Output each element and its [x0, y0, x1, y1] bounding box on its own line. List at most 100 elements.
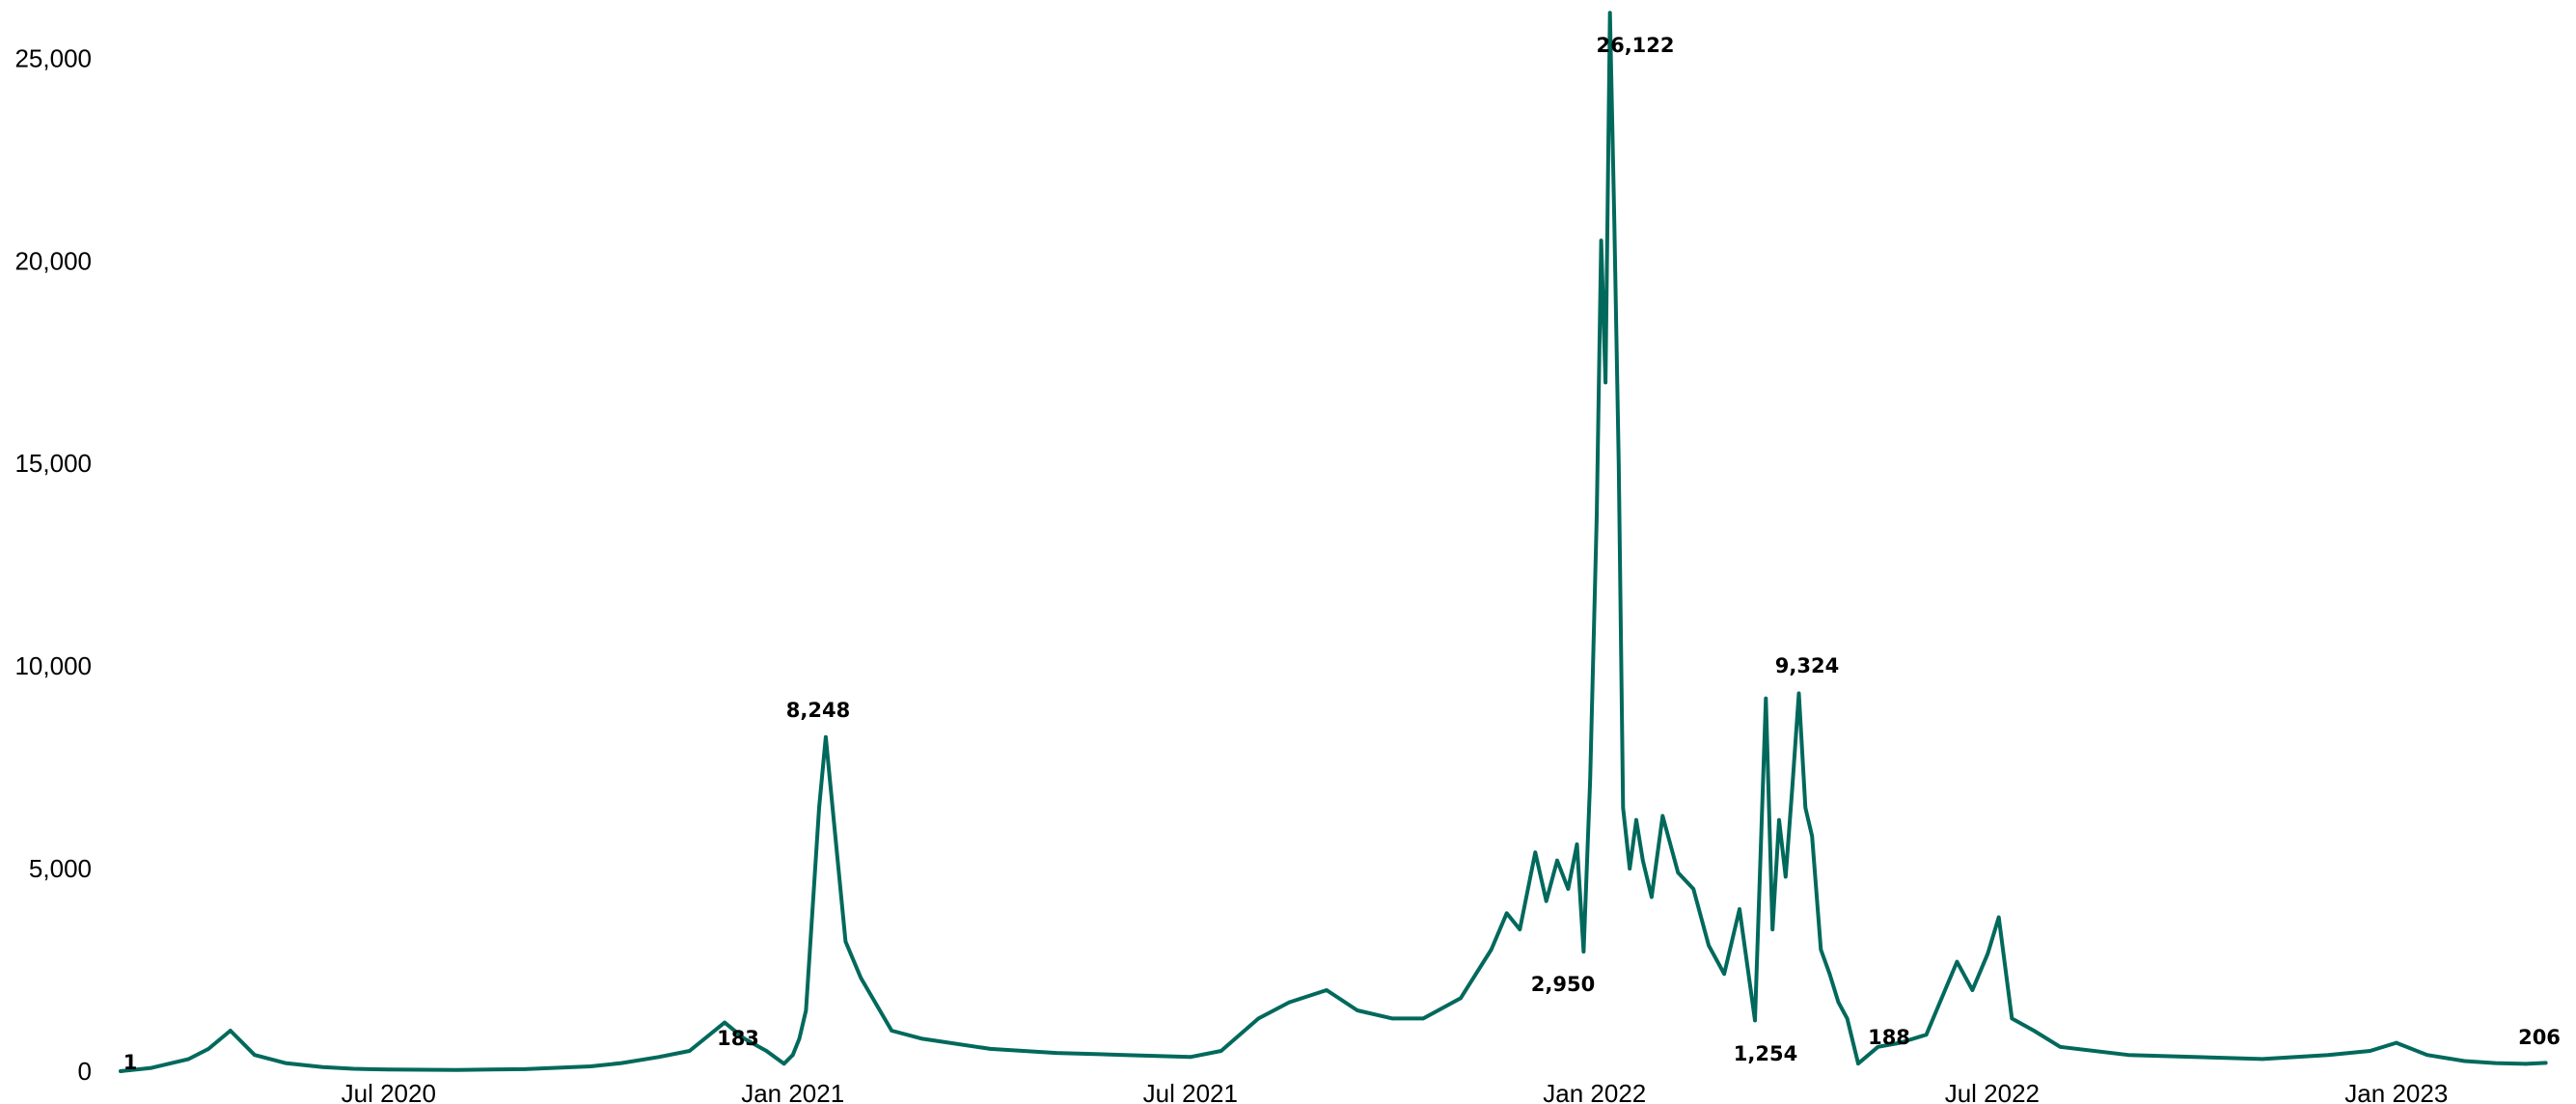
x-tick-label: Jul 2022 — [1945, 1079, 2040, 1104]
data-point — [824, 734, 828, 739]
data-point — [1628, 867, 1631, 870]
data-point — [1189, 1055, 1192, 1060]
data-point — [1595, 514, 1599, 518]
y-tick-label: 10,000 — [14, 651, 92, 680]
data-label: 183 — [717, 1027, 759, 1050]
data-point — [1856, 1062, 1860, 1065]
data-point — [804, 1008, 808, 1012]
data-point — [2058, 1045, 2063, 1049]
data-point — [1836, 1000, 1841, 1005]
data-point — [687, 1049, 692, 1053]
data-point — [2462, 1059, 2467, 1063]
data-point — [1955, 959, 1959, 964]
data-point — [920, 1036, 924, 1041]
data-point — [1612, 218, 1616, 223]
x-axis: Jul 2020 Jan 2021 Jul 2021 Jan 2022 Jul 2022… — [342, 1079, 2449, 1104]
data-point — [1256, 1016, 1261, 1021]
data-point — [742, 1036, 747, 1041]
data-point — [1722, 972, 1726, 976]
data-point — [1738, 907, 1741, 911]
data-point — [2261, 1057, 2264, 1062]
data-point — [1621, 806, 1626, 810]
data-point — [1986, 952, 1990, 955]
data-point — [810, 907, 814, 911]
data-point — [2368, 1049, 2372, 1053]
x-tick-label: Jul 2020 — [342, 1079, 436, 1104]
data-point — [1588, 777, 1592, 782]
data-point — [2032, 1029, 2036, 1033]
data-point — [1055, 1051, 1058, 1055]
y-tick-label: 15,000 — [14, 449, 92, 478]
data-point — [320, 1065, 325, 1069]
data-point — [1287, 1000, 1292, 1005]
data-label: 188 — [1868, 1026, 1910, 1049]
x-tick-label: Jan 2021 — [741, 1079, 844, 1104]
data-point — [1845, 1016, 1850, 1021]
data-point — [1810, 834, 1814, 839]
data-point — [1784, 874, 1788, 879]
data-point — [1650, 895, 1654, 899]
data-point — [1641, 858, 1645, 863]
data-point — [1796, 691, 1801, 696]
data-point — [817, 806, 821, 810]
data-point — [781, 1062, 786, 1066]
data-point — [523, 1067, 527, 1071]
data-point — [2192, 1055, 2197, 1060]
data-point — [206, 1047, 210, 1051]
data-point — [1607, 11, 1612, 15]
data-point — [1325, 988, 1329, 992]
data-point — [2010, 1016, 2014, 1021]
data-point — [1518, 927, 1522, 931]
data-point — [1803, 806, 1808, 810]
data-point — [1898, 1040, 1902, 1045]
data-point — [1566, 887, 1571, 891]
data-point — [1421, 1016, 1425, 1021]
data-point — [229, 1029, 233, 1033]
data-point — [1581, 950, 1586, 953]
data-point — [790, 1053, 795, 1057]
data-point — [1777, 817, 1781, 822]
data-point — [284, 1061, 288, 1065]
data-label: 9,324 — [1775, 654, 1839, 677]
data-point — [2524, 1062, 2528, 1066]
data-point — [387, 1067, 391, 1072]
data-point — [2395, 1040, 2398, 1045]
data-point — [2543, 1061, 2548, 1065]
data-point — [454, 1067, 459, 1072]
data-point — [1764, 696, 1768, 701]
data-point — [1459, 996, 1463, 1001]
data-point — [2493, 1061, 2497, 1065]
data-label: 2,950 — [1531, 973, 1595, 996]
data-point — [1390, 1016, 1395, 1021]
data-point — [1770, 927, 1774, 931]
data-point — [1603, 380, 1607, 385]
data-point — [589, 1064, 592, 1068]
x-tick-label: Jan 2022 — [1543, 1079, 1646, 1104]
data-point — [1219, 1049, 1223, 1053]
data-point — [2326, 1053, 2330, 1057]
data-point — [351, 1066, 356, 1071]
data-point — [1122, 1053, 1127, 1057]
data-point — [764, 1049, 769, 1053]
y-tick-label: 0 — [78, 1057, 92, 1086]
data-point — [797, 1036, 802, 1041]
data-point — [1939, 996, 1944, 1001]
data-point — [657, 1055, 661, 1060]
data-point — [1876, 1045, 1880, 1049]
series-line — [119, 11, 2548, 1073]
x-tick-label: Jan 2023 — [2344, 1079, 2448, 1104]
data-point — [723, 1020, 726, 1025]
data-point — [1504, 911, 1509, 916]
data-point — [1691, 887, 1695, 891]
data-point — [859, 976, 863, 980]
data-point — [1707, 944, 1711, 948]
data-point — [1996, 915, 2001, 920]
data-point — [1617, 461, 1621, 466]
data-point — [119, 1069, 123, 1073]
data-label: 1 — [123, 1051, 138, 1074]
data-point — [186, 1057, 191, 1062]
data-point — [1970, 988, 1975, 992]
data-point — [1555, 858, 1559, 863]
data-point — [988, 1047, 993, 1051]
